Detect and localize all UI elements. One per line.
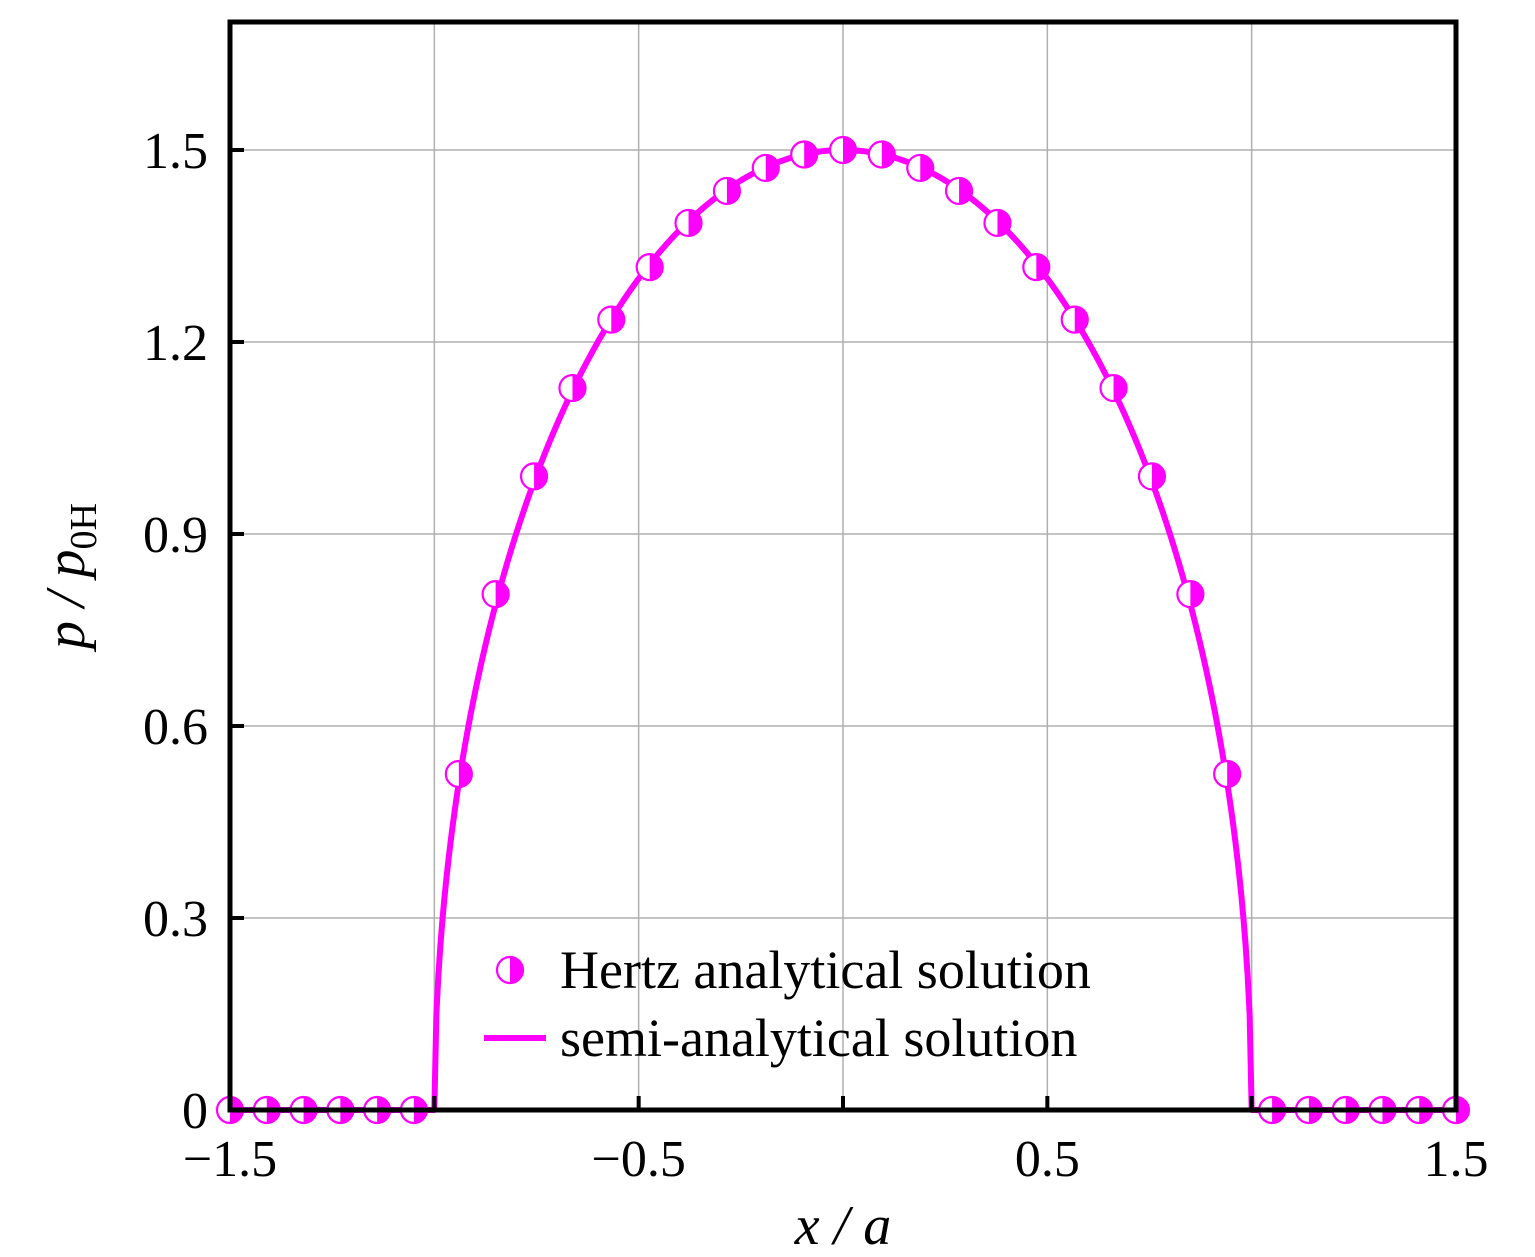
hertz-data-point [1023, 254, 1049, 280]
legend-label-hertz: Hertz analytical solution [560, 940, 1091, 1000]
hertz-data-point [598, 307, 624, 333]
hertz-data-point [483, 581, 509, 607]
hertz-data-point [1101, 375, 1127, 401]
legend: Hertz analytical solution semi-analytica… [484, 940, 1091, 1068]
x-tick-label: 0.5 [1015, 1131, 1080, 1188]
y-tick-label: 0.3 [143, 891, 208, 948]
x-axis-label: x / a [794, 1195, 891, 1257]
y-tick-label: 0.6 [143, 699, 208, 756]
hertz-data-point [1214, 761, 1240, 787]
hertz-data-point [637, 254, 663, 280]
y-axis-label: p / p0H [35, 503, 105, 653]
x-tick-label: 1.5 [1424, 1131, 1489, 1188]
hertz-data-point [907, 155, 933, 181]
hertz-data-point [559, 375, 585, 401]
hertz-data-point [791, 141, 817, 167]
hertz-data-point [753, 155, 779, 181]
y-axis-label-subscript: 0H [63, 503, 105, 549]
legend-label-semi-analytical: semi-analytical solution [560, 1008, 1077, 1068]
hertz-data-point [714, 178, 740, 204]
y-tick-label: 0 [182, 1083, 208, 1140]
y-axis-label-main: p / p [35, 549, 97, 653]
hertz-data-point [1177, 581, 1203, 607]
y-tick-label: 0.9 [143, 507, 208, 564]
hertz-data-point [446, 761, 472, 787]
legend-marker-hertz [497, 957, 523, 983]
x-tick-label: −0.5 [592, 1131, 686, 1188]
legend-marker-symbol [497, 957, 523, 983]
hertz-data-point [1139, 463, 1165, 489]
hertz-data-point [1062, 307, 1088, 333]
hertz-data-point [830, 137, 856, 163]
hertz-data-point [521, 463, 547, 489]
hertz-data-point [984, 210, 1010, 236]
hertz-data-point [676, 210, 702, 236]
y-tick-label: 1.5 [143, 123, 208, 180]
hertz-data-point [869, 141, 895, 167]
hertz-data-point [946, 178, 972, 204]
y-tick-label: 1.2 [143, 315, 208, 372]
